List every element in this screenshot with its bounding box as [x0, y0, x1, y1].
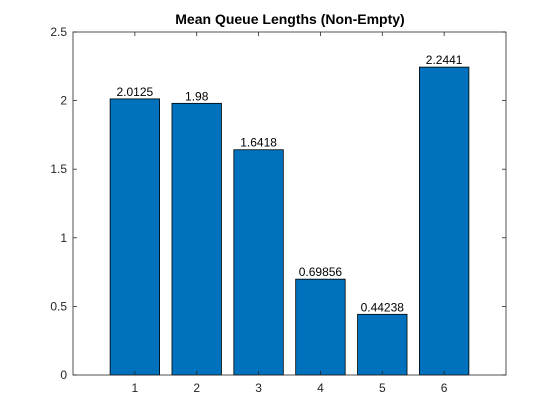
x-tick-label: 4 — [317, 381, 324, 395]
x-tick-label: 5 — [379, 381, 386, 395]
data-label-6: 2.2441 — [426, 53, 463, 67]
axes-box — [72, 31, 507, 376]
x-tick-label: 3 — [255, 381, 262, 395]
y-tick-label: 0 — [60, 368, 67, 382]
bar-1 — [109, 98, 161, 376]
data-label-3: 1.6418 — [240, 136, 277, 150]
y-tick-label: 2 — [60, 94, 67, 108]
data-label-5: 0.44238 — [361, 300, 405, 314]
chart-title: Mean Queue Lengths (Non-Empty) — [175, 11, 404, 27]
y-tick-label: 1.5 — [50, 162, 67, 176]
x-tick-label: 6 — [441, 381, 448, 395]
x-tick-label: 1 — [132, 381, 139, 395]
data-labels-group: 2.0125 1.98 1.6418 0.69856 0.44238 2.2441 — [117, 53, 463, 314]
data-label-1: 2.0125 — [117, 85, 154, 99]
bar-4 — [295, 278, 346, 376]
x-tick-label: 2 — [193, 381, 200, 395]
y-tick-label: 1 — [60, 231, 67, 245]
axes-group: 0 0.5 1 1.5 2 2.5 1 2 3 4 5 6 — [50, 25, 507, 395]
bars-group — [109, 66, 470, 376]
bar-5 — [357, 313, 408, 376]
bar-6 — [418, 66, 470, 376]
data-label-2: 1.98 — [185, 89, 209, 103]
bar-2 — [171, 102, 222, 376]
data-label-4: 0.69856 — [299, 265, 343, 279]
y-tick-label: 0.5 — [50, 299, 67, 313]
bar-3 — [233, 149, 284, 376]
y-tick-label: 2.5 — [50, 25, 67, 39]
